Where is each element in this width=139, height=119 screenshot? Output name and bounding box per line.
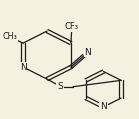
Text: S: S — [57, 82, 63, 91]
Text: CF₃: CF₃ — [65, 22, 79, 31]
Text: CH₃: CH₃ — [3, 32, 18, 41]
Text: N: N — [100, 102, 107, 111]
Text: N: N — [85, 48, 91, 57]
Text: N: N — [20, 63, 27, 72]
